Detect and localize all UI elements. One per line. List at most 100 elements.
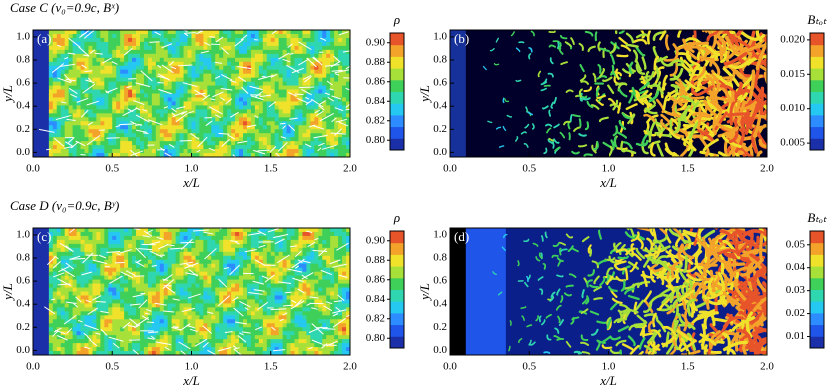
heat-cell <box>227 129 232 134</box>
heat-cell <box>251 42 256 47</box>
heat-cell <box>49 141 54 146</box>
heat-cell <box>116 66 121 71</box>
heat-cell <box>306 149 311 154</box>
heat-cell <box>49 339 54 344</box>
colorbar-tick-label: 0.82 <box>366 114 385 126</box>
heat-cell <box>247 38 252 43</box>
heat-cell <box>85 117 90 122</box>
heat-cell <box>326 30 331 35</box>
heat-cell <box>263 125 268 130</box>
heat-cell <box>259 121 264 126</box>
heat-cell <box>104 276 109 281</box>
heat-cell <box>132 284 137 289</box>
heat-cell <box>96 264 101 269</box>
heat-cell <box>195 125 200 130</box>
heat-cell <box>73 30 78 35</box>
heat-cell <box>164 299 169 304</box>
heat-cell <box>223 121 228 126</box>
heat-cell <box>116 272 121 277</box>
heat-cell <box>108 74 113 79</box>
heat-cell <box>156 244 161 249</box>
heat-cell <box>124 335 129 340</box>
heat-cell <box>199 46 204 51</box>
heat-cell <box>53 94 58 99</box>
heat-cell <box>57 133 62 138</box>
heat-cell <box>231 50 236 55</box>
heat-cell <box>211 347 216 352</box>
heat-cell <box>65 315 70 320</box>
heat-cell <box>49 272 54 277</box>
heat-cell <box>172 252 177 257</box>
heat-cell <box>112 101 117 106</box>
heat-cell <box>223 38 228 43</box>
filament <box>568 122 569 128</box>
heat-cell <box>152 149 157 154</box>
colorbar-band <box>810 103 824 115</box>
heat-cell <box>88 240 93 245</box>
heat-cell <box>215 149 220 154</box>
heat-cell <box>53 236 58 241</box>
heat-cell <box>207 101 212 106</box>
heat-cell <box>100 117 105 122</box>
heat-cell <box>96 268 101 273</box>
heat-cell <box>207 272 212 277</box>
heat-cell <box>188 303 193 308</box>
heat-cell <box>215 319 220 324</box>
heat-cell <box>73 46 78 51</box>
heat-cell <box>184 50 189 55</box>
heat-cell <box>81 280 86 285</box>
heat-cell <box>314 94 319 99</box>
heat-cell <box>287 94 292 99</box>
velocity-arrow <box>149 42 159 43</box>
heat-cell <box>160 129 165 134</box>
heat-cell <box>85 133 90 138</box>
heat-cell <box>168 292 173 297</box>
heat-cell <box>160 109 165 114</box>
heat-cell <box>251 58 256 63</box>
heat-cell <box>184 311 189 316</box>
heat-cell <box>176 94 181 99</box>
heat-cell <box>267 78 272 83</box>
heat-cell <box>156 311 161 316</box>
heat-cell <box>195 117 200 122</box>
heat-cell <box>96 109 101 114</box>
heat-cell <box>184 295 189 300</box>
heat-cell <box>219 66 224 71</box>
heat-cell <box>92 315 97 320</box>
heat-cell <box>180 268 185 273</box>
heat-cell <box>132 335 137 340</box>
heat-cell <box>92 248 97 253</box>
heat-cell <box>164 117 169 122</box>
heat-cell <box>57 30 62 35</box>
heat-cell <box>61 311 66 316</box>
heat-cell <box>168 30 173 35</box>
heat-cell <box>219 248 224 253</box>
heat-cell <box>61 133 66 138</box>
heat-cell <box>104 125 109 130</box>
heat-cell <box>128 82 133 87</box>
heat-cell <box>140 30 145 35</box>
heat-cell <box>188 70 193 75</box>
heat-cell <box>255 105 260 110</box>
heat-cell <box>92 54 97 59</box>
heat-cell <box>124 149 129 154</box>
heat-cell <box>81 323 86 328</box>
heat-cell <box>243 109 248 114</box>
heat-cell <box>235 54 240 59</box>
heat-cell <box>85 125 90 130</box>
heat-cell <box>57 38 62 43</box>
filament <box>729 114 750 115</box>
heat-cell <box>65 240 70 245</box>
heat-cell <box>85 264 90 269</box>
heat-cell <box>184 149 189 154</box>
heat-cell <box>160 319 165 324</box>
heat-cell <box>267 129 272 134</box>
heat-cell <box>199 284 204 289</box>
heat-cell <box>104 284 109 289</box>
heat-cell <box>77 125 82 130</box>
heat-cell <box>144 38 149 43</box>
heat-cell <box>148 256 153 261</box>
heat-cell <box>73 121 78 126</box>
heat-cell <box>116 244 121 249</box>
heat-cell <box>302 117 307 122</box>
